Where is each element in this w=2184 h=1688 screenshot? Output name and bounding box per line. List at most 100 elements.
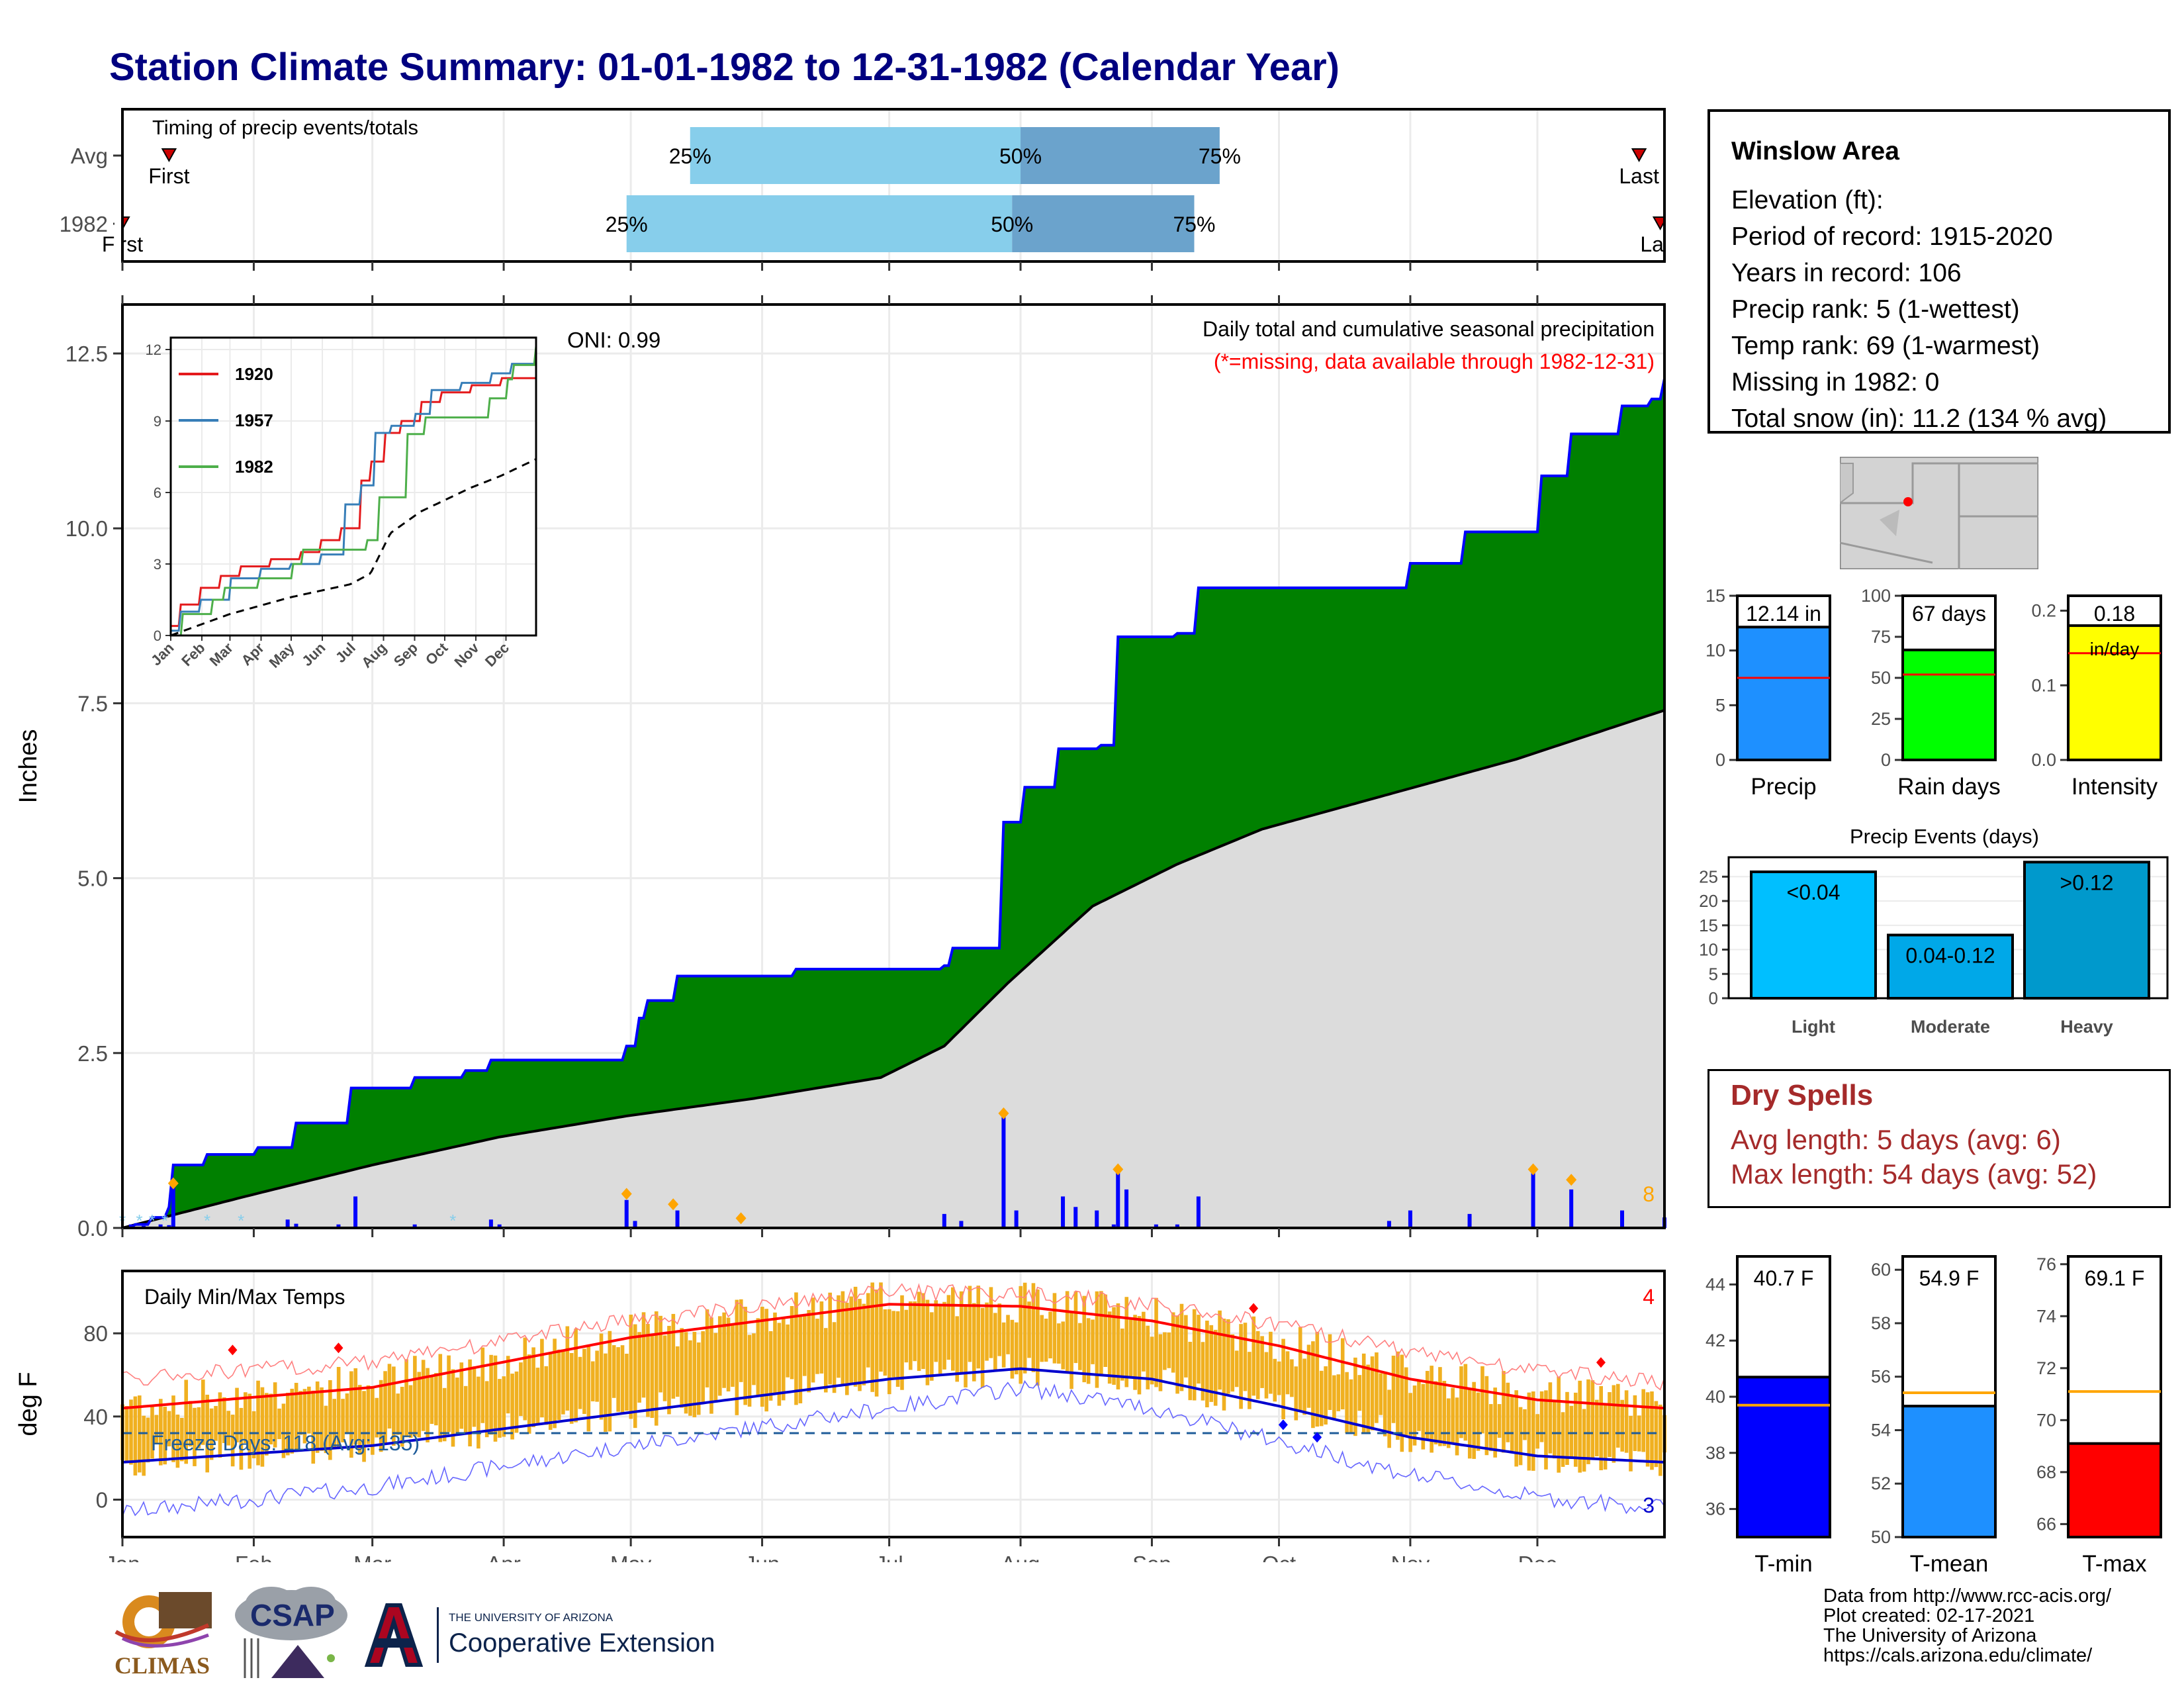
temp-daily-range-bar bbox=[1099, 1291, 1103, 1377]
temp-x-tick-label: Mar bbox=[353, 1552, 391, 1562]
temp-daily-range-bar bbox=[1027, 1301, 1031, 1358]
temp-daily-range-bar bbox=[455, 1378, 459, 1434]
temp-daily-range-bar bbox=[853, 1286, 858, 1387]
temp-daily-range-bar bbox=[180, 1417, 184, 1462]
temp-daily-range-bar bbox=[1040, 1315, 1044, 1362]
precip-daily-bar bbox=[1111, 1224, 1116, 1228]
timing-bar-early bbox=[690, 127, 1021, 184]
temp-frame bbox=[121, 1270, 1666, 1538]
dry-spells-panel: Dry Spells Avg length: 5 days (avg: 6) M… bbox=[1707, 1069, 2171, 1208]
temp-daily-range-bar bbox=[955, 1316, 960, 1382]
temp-daily-range-bar bbox=[353, 1368, 358, 1445]
temp-daily-range-bar bbox=[1019, 1286, 1023, 1384]
temp-daily-range-bar bbox=[311, 1390, 316, 1464]
precip-daily-bar bbox=[1467, 1213, 1472, 1228]
temp-daily-range-bar bbox=[341, 1399, 345, 1442]
tempbar-y-tick-label: 56 bbox=[1871, 1367, 1891, 1387]
tempbar-y-tick-label: 52 bbox=[1871, 1474, 1891, 1493]
temp-daily-range-bar bbox=[633, 1324, 637, 1429]
temp-daily-range-bar bbox=[1146, 1325, 1150, 1389]
tempbar-y-tick-label: 44 bbox=[1706, 1274, 1725, 1294]
summary-value-bar-2 bbox=[2067, 624, 2162, 761]
temp-daily-range-bar bbox=[548, 1353, 553, 1430]
temp-daily-range-bar bbox=[696, 1342, 701, 1415]
precip-daily-bar bbox=[1014, 1210, 1019, 1228]
timing-p25-label: 25% bbox=[606, 212, 648, 236]
timing-p75-label: 75% bbox=[1173, 212, 1215, 236]
temp-daily-range-bar bbox=[1467, 1387, 1472, 1459]
precip-daily-bar bbox=[128, 1224, 133, 1228]
temp-daily-range-bar bbox=[1184, 1315, 1188, 1378]
temp-daily-range-bar bbox=[519, 1362, 523, 1417]
temp-daily-range-bar bbox=[849, 1296, 853, 1383]
temp-daily-range-bar bbox=[701, 1331, 705, 1403]
precip-daily-bar bbox=[942, 1213, 946, 1228]
dry-spells-title: Dry Spells bbox=[1731, 1079, 1874, 1111]
temp-daily-range-bar bbox=[430, 1376, 434, 1425]
temp-daily-range-bar bbox=[1349, 1379, 1353, 1432]
temp-daily-range-bar bbox=[535, 1368, 540, 1425]
temp-daily-range-bar bbox=[883, 1309, 887, 1376]
temp-daily-range-bar bbox=[768, 1331, 773, 1401]
temp-daily-range-bar bbox=[1128, 1318, 1133, 1376]
temp-daily-range-bar bbox=[959, 1291, 964, 1374]
temp-daily-range-bar bbox=[1433, 1381, 1438, 1445]
temp-daily-range-bar bbox=[692, 1331, 697, 1418]
tempbar-y-tick-label: 38 bbox=[1706, 1443, 1725, 1463]
inset-y-tick-label: 12 bbox=[146, 342, 161, 358]
temp-daily-range-bar bbox=[1641, 1389, 1645, 1452]
temp-daily-range-bar bbox=[790, 1306, 794, 1380]
temp-daily-range-bar bbox=[1175, 1315, 1179, 1394]
temp-daily-range-bar bbox=[946, 1295, 951, 1360]
temp-daily-range-bar bbox=[421, 1360, 426, 1431]
precip-daily-bar bbox=[158, 1224, 163, 1228]
events-frame bbox=[1727, 856, 2169, 1000]
temp-daily-range-bar bbox=[400, 1387, 404, 1447]
temp-daily-range-bar bbox=[1412, 1385, 1417, 1446]
temp-daily-range-bar bbox=[604, 1353, 608, 1432]
temp-daily-range-bar bbox=[463, 1385, 468, 1434]
temp-daily-range-bar bbox=[1514, 1390, 1518, 1467]
temp-daily-range-bar bbox=[650, 1335, 655, 1419]
temp-daily-range-bar bbox=[459, 1362, 464, 1429]
temp-daily-range-bar bbox=[1531, 1391, 1535, 1471]
temp-daily-range-bar bbox=[1650, 1391, 1654, 1470]
temp-daily-range-bar bbox=[1048, 1311, 1052, 1359]
inset-average-line bbox=[170, 458, 537, 637]
temp-daily-range-bar bbox=[1328, 1334, 1332, 1411]
temp-daily-range-bar bbox=[146, 1417, 150, 1463]
temp-daily-range-bar bbox=[1234, 1350, 1239, 1387]
climas-logo: CLIMAS bbox=[109, 1585, 215, 1681]
temp-daily-range-bar bbox=[1205, 1321, 1209, 1407]
temp-daily-range-bar bbox=[1629, 1415, 1633, 1472]
temp-daily-range-bar bbox=[357, 1385, 362, 1455]
precip-daily-bar bbox=[353, 1196, 358, 1228]
temp-x-tick-label: May bbox=[610, 1552, 652, 1562]
inset-legend-label: 1920 bbox=[235, 364, 273, 384]
temp-daily-range-bar bbox=[870, 1282, 874, 1392]
summary-y-tick-label: 75 bbox=[1871, 627, 1891, 647]
ua-small-text: THE UNIVERSITY OF ARIZONA bbox=[449, 1611, 614, 1624]
inset-y-tick-label: 9 bbox=[154, 413, 161, 430]
temp-daily-range-bar bbox=[239, 1407, 244, 1470]
temp-extreme-high-marker bbox=[228, 1344, 238, 1356]
temp-daily-range-bar bbox=[1222, 1319, 1226, 1411]
summary-bar-label-1: Rain days bbox=[1897, 774, 2001, 800]
temp-daily-range-bar bbox=[150, 1405, 154, 1459]
precip-oni-label: ONI: 0.99 bbox=[567, 328, 660, 352]
temp-daily-range-bar bbox=[837, 1295, 841, 1378]
temp-daily-range-bar bbox=[760, 1307, 764, 1407]
temp-chart: 0 40 80 Daily Min/Max Temps Freeze Days: 118… bbox=[15, 1270, 1666, 1562]
csap-cloud-icon bbox=[235, 1587, 347, 1678]
precip-events-chart: 0 5 10 15 20 25 <0.04 Light 0.04-0.12 Moderate >0.… bbox=[1699, 856, 2169, 1037]
temp-daily-range-bar bbox=[480, 1347, 485, 1423]
precip-annotation-missing: (*=missing, data available through 1982-… bbox=[1214, 350, 1655, 373]
temp-daily-range-bar bbox=[1311, 1341, 1315, 1429]
temp-daily-range-bar bbox=[934, 1300, 938, 1362]
temp-daily-range-bar bbox=[717, 1316, 722, 1396]
temp-daily-range-bar bbox=[807, 1310, 811, 1393]
inset-y-tick-label: 6 bbox=[154, 485, 161, 501]
temp-daily-range-bar bbox=[1010, 1319, 1015, 1379]
temp-daily-range-bar bbox=[1340, 1338, 1345, 1410]
precip-daily-bar bbox=[1387, 1221, 1391, 1228]
